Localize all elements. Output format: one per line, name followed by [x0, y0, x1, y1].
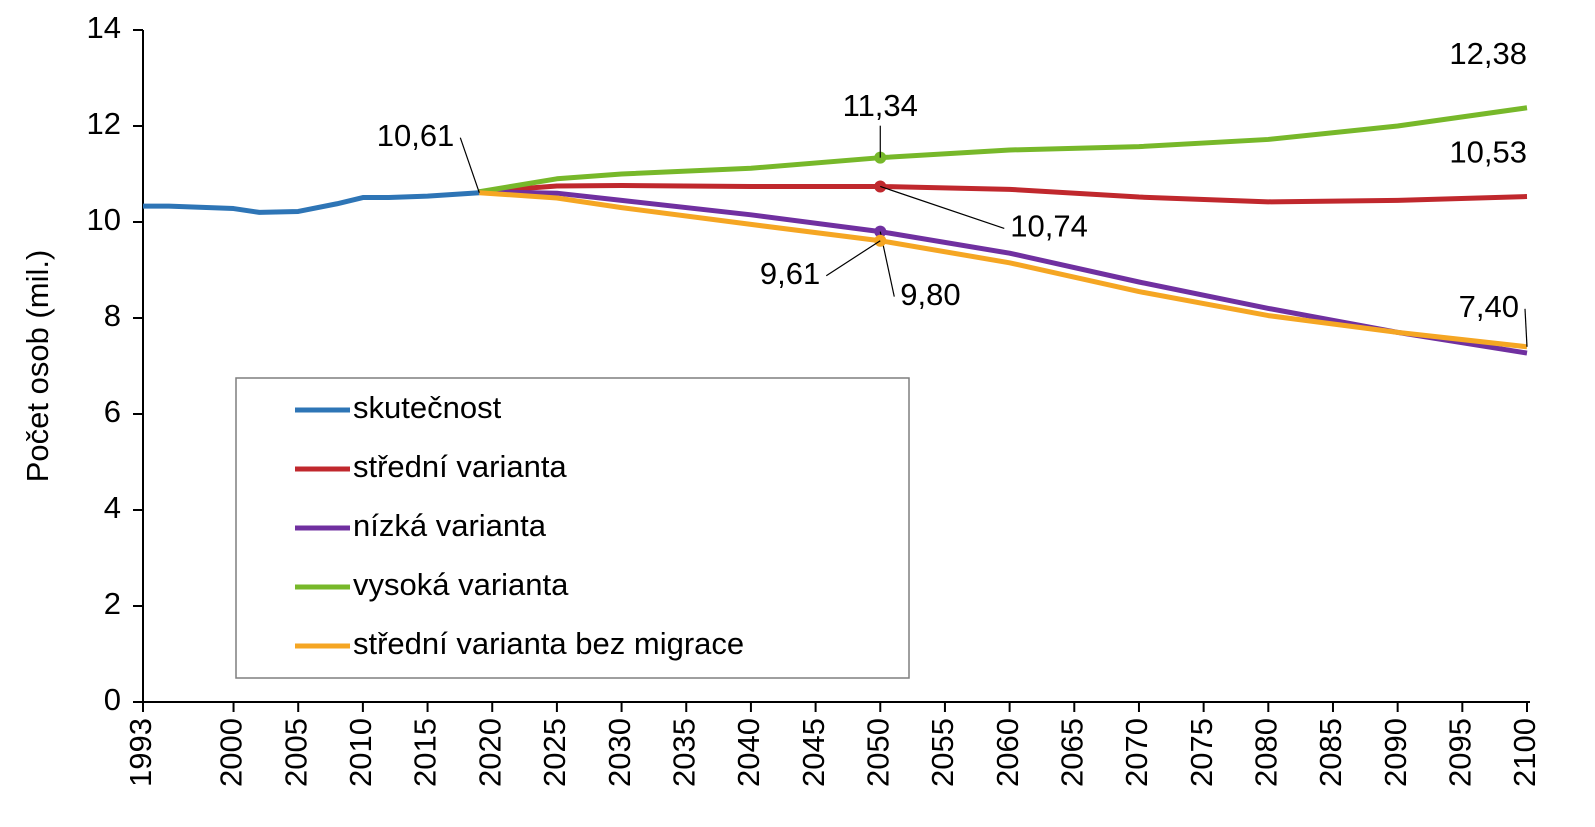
x-tick-label: 2020: [472, 718, 507, 787]
series-line: [143, 190, 480, 215]
data-label: 10,74: [1010, 209, 1088, 244]
leader-line: [459, 137, 480, 193]
series-line: [479, 190, 1528, 350]
leader-line: [1524, 308, 1528, 347]
leader-line: [825, 240, 881, 277]
legend-label: vysoká varianta: [353, 567, 569, 602]
x-tick-label: 2090: [1378, 718, 1413, 787]
data-label: 11,34: [843, 88, 918, 123]
x-tick-label: 2025: [537, 718, 572, 787]
leader-line: [880, 185, 1005, 230]
data-label: 10,53: [1449, 135, 1527, 170]
x-tick-label: 2010: [343, 718, 378, 787]
y-tick-label: 10: [87, 202, 121, 237]
y-tick-label: 8: [104, 298, 121, 333]
x-tick-label: 2095: [1443, 718, 1478, 787]
series-line: [479, 183, 1528, 205]
x-tick-label: 2080: [1248, 718, 1283, 787]
data-label: 7,40: [1459, 289, 1519, 324]
y-tick-label: 14: [87, 10, 121, 45]
legend-label: skutečnost: [353, 390, 502, 425]
data-label: 10,61: [377, 118, 455, 153]
x-tick-label: 2015: [408, 718, 443, 787]
data-label: 12,38: [1449, 36, 1527, 71]
x-tick-label: 2085: [1313, 718, 1348, 787]
x-tick-label: 1993: [123, 718, 158, 787]
x-tick-label: 2030: [602, 718, 637, 787]
y-tick-label: 4: [104, 490, 121, 525]
y-tick-label: 0: [104, 682, 121, 717]
x-tick-label: 2100: [1507, 718, 1542, 787]
x-tick-label: 2045: [796, 718, 831, 787]
series-line: [479, 189, 1528, 356]
data-label: 9,61: [760, 256, 820, 291]
y-tick-label: 12: [87, 106, 121, 141]
y-tick-label: 2: [104, 586, 121, 621]
legend-label: střední varianta: [353, 449, 567, 484]
x-tick-label: 2065: [1054, 718, 1089, 787]
legend-label: nízká varianta: [353, 508, 547, 543]
x-tick-label: 2060: [990, 718, 1025, 787]
y-tick-label: 6: [104, 394, 121, 429]
x-tick-label: 2035: [666, 718, 701, 787]
x-tick-label: 2050: [860, 718, 895, 787]
series-line: [478, 105, 1528, 195]
x-tick-label: 2005: [278, 718, 313, 787]
x-tick-label: 2040: [731, 718, 766, 787]
x-tick-label: 2055: [925, 718, 960, 787]
x-tick-label: 2070: [1119, 718, 1154, 787]
x-tick-label: 2000: [214, 718, 249, 787]
x-tick-label: 2075: [1184, 718, 1219, 787]
data-label: 9,80: [900, 277, 960, 312]
legend-label: střední varianta bez migrace: [353, 626, 744, 661]
y-axis-label: Počet osob (mil.): [20, 250, 55, 483]
